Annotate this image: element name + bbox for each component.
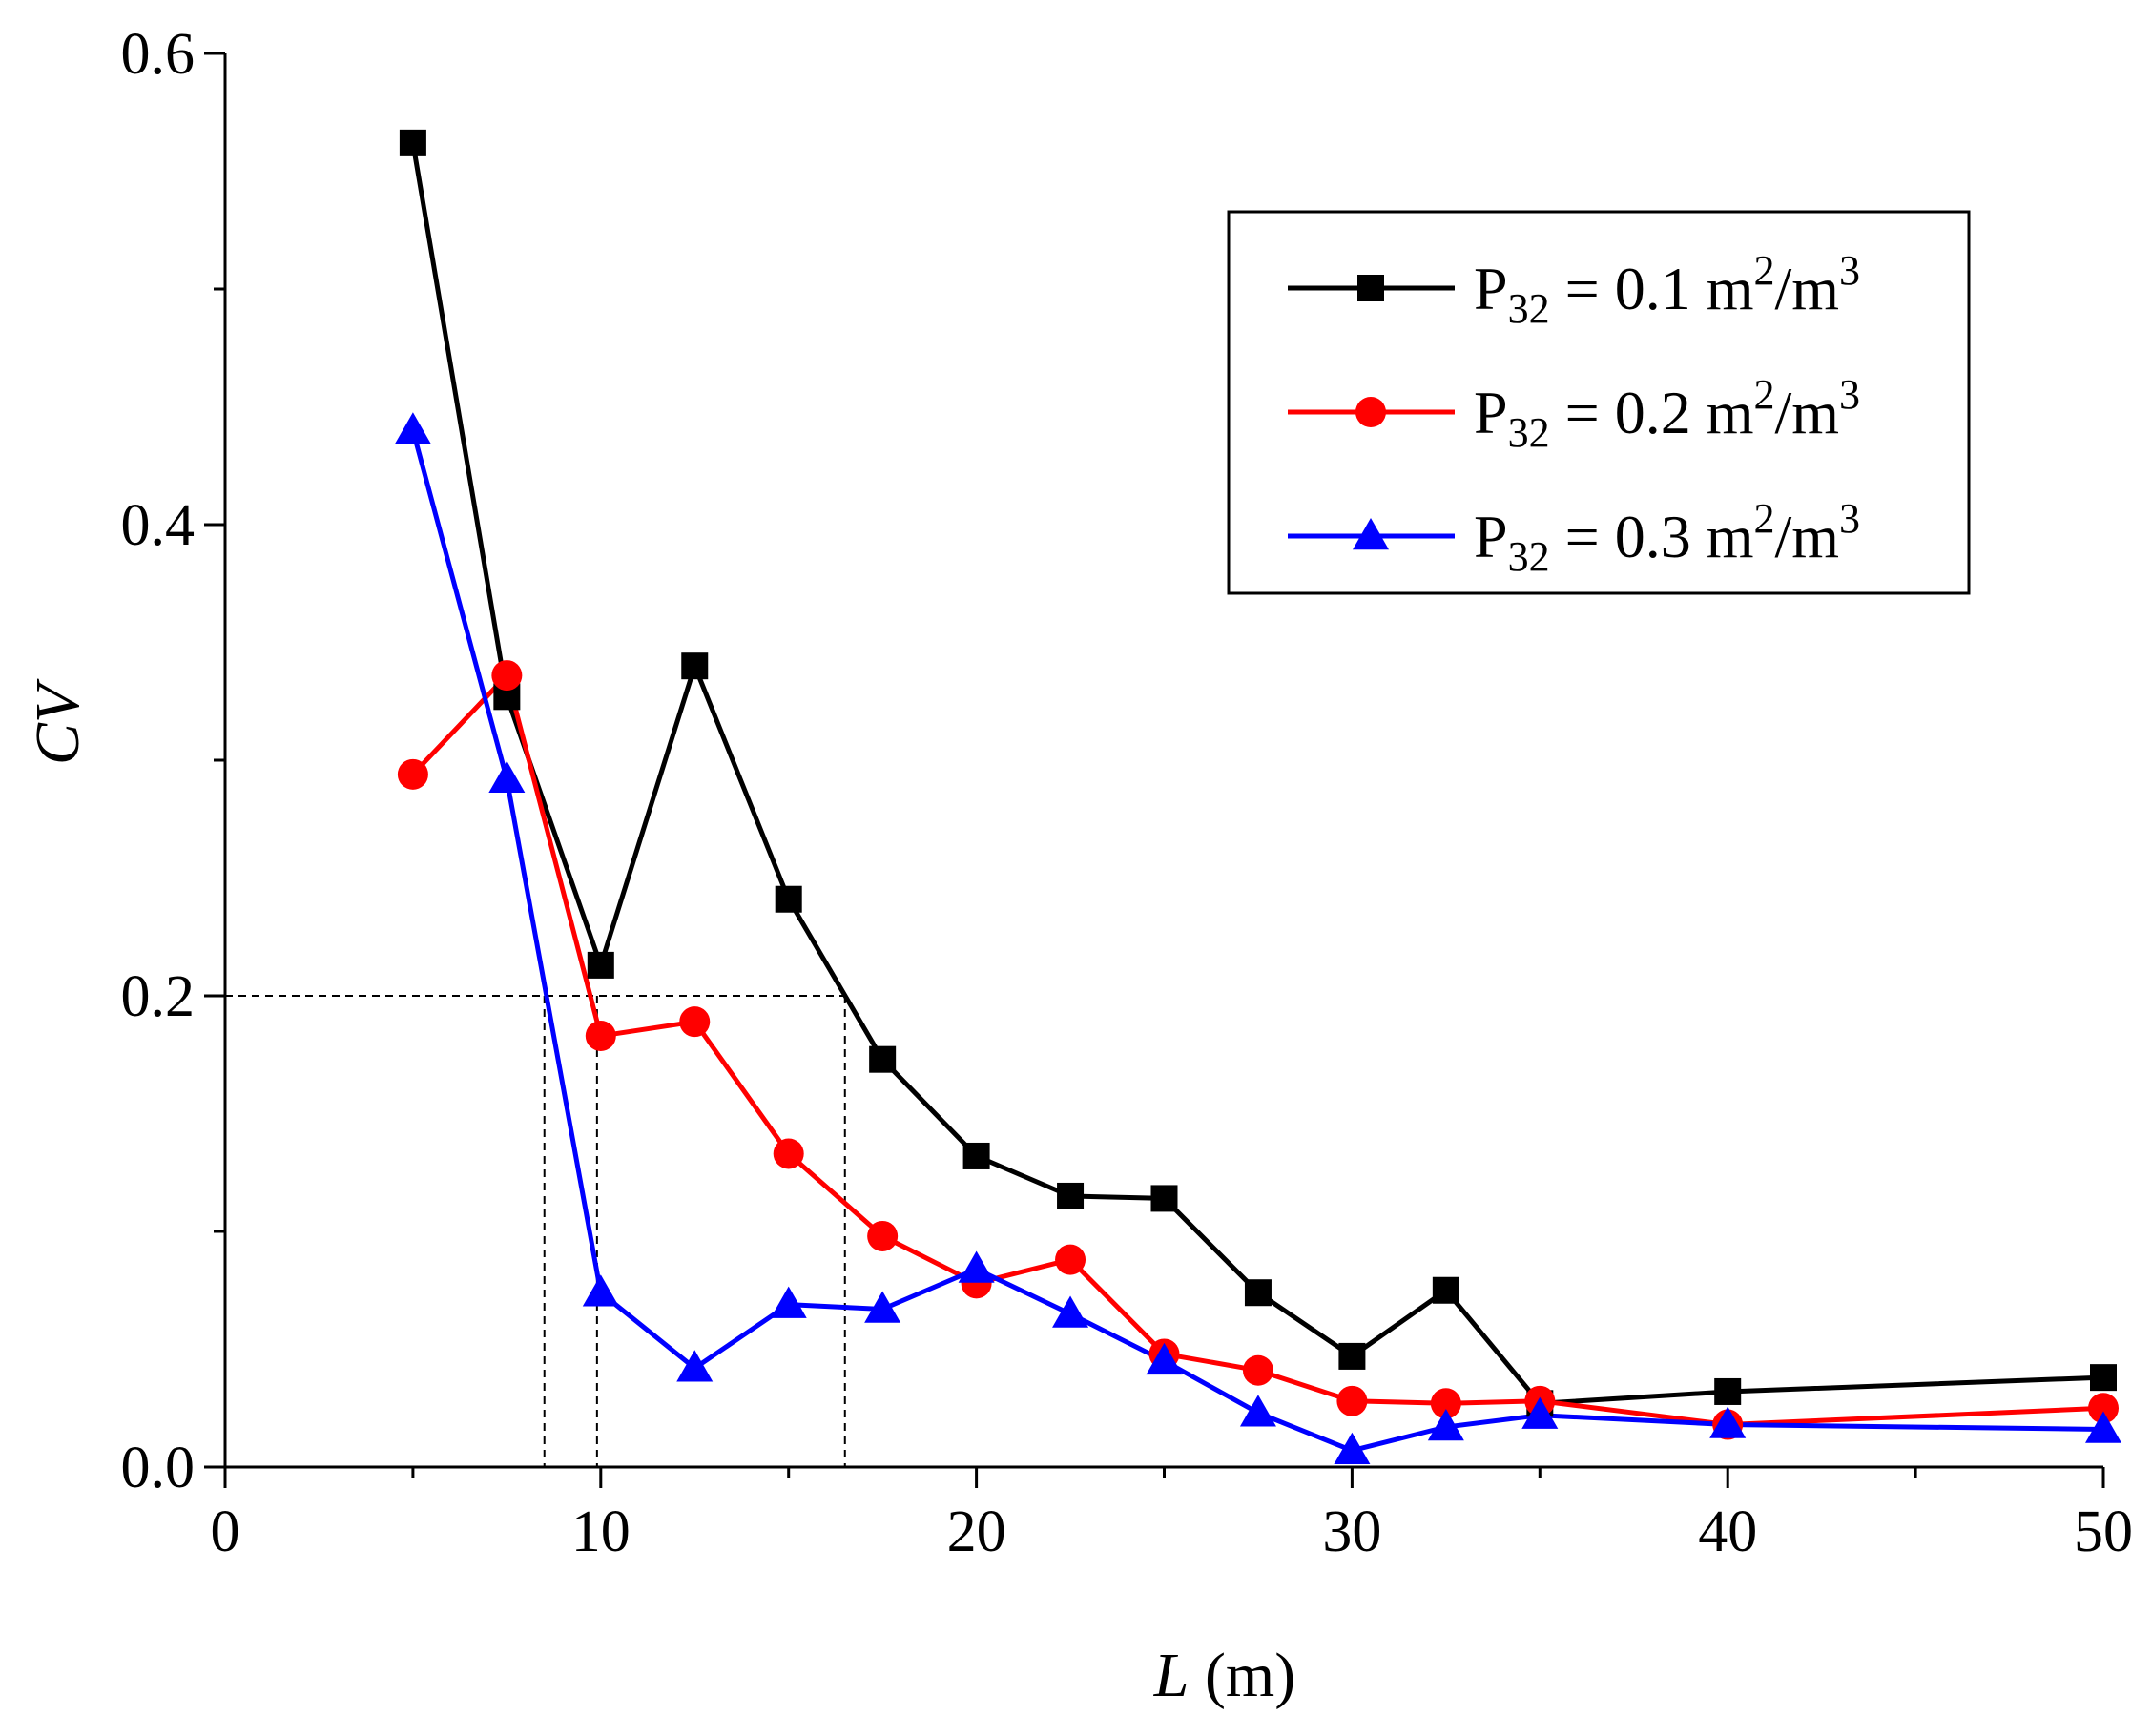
series-3-point (770, 1286, 807, 1318)
axes (204, 52, 2105, 1488)
series-1-point (775, 885, 802, 913)
legend-label-part: 2 (1753, 247, 1774, 294)
series-2-point (397, 758, 428, 790)
x-axis-unit: (m) (1189, 1641, 1295, 1710)
legend-marker-3 (1353, 518, 1389, 550)
series-1-point (1150, 1185, 1178, 1212)
series-2-point (1242, 1354, 1273, 1386)
series-3-point (958, 1250, 995, 1283)
legend-label-part: /m (1774, 503, 1839, 570)
series-3-point (864, 1291, 901, 1323)
x-tick-label: 50 (2074, 1499, 2133, 1564)
legend-label-part: /m (1774, 255, 1839, 322)
legend-marker-1 (1357, 275, 1384, 301)
legend-label-part: P (1474, 255, 1508, 322)
series-1-point (1244, 1279, 1272, 1307)
series-3-point (1427, 1409, 1464, 1441)
series-3-point (1334, 1432, 1371, 1464)
series-3-point (2085, 1411, 2121, 1443)
series-1-point (1338, 1342, 1366, 1370)
legend-marker-2 (1355, 397, 1386, 427)
series-2-point (1336, 1385, 1368, 1416)
reference-lines (225, 995, 846, 1467)
series-2-point (585, 1020, 616, 1051)
legend-label-part: = 0.3 m (1550, 503, 1754, 570)
y-tick-label: 0.6 (121, 22, 196, 87)
series-markers (394, 129, 2121, 1464)
series-3-point (1709, 1406, 1747, 1438)
legend-label-part: 32 (1508, 285, 1550, 332)
series-3-point (394, 412, 431, 444)
legend-label-part: 3 (1839, 371, 1860, 418)
legend-box (1227, 210, 1971, 595)
series-1-point (587, 951, 614, 979)
x-tick-label: 20 (947, 1499, 1006, 1564)
series-3-point (1239, 1395, 1276, 1427)
series-3-point (1052, 1295, 1089, 1328)
series-2-point (1055, 1244, 1086, 1275)
series-3-point (582, 1274, 619, 1307)
series-2-point (2088, 1393, 2119, 1424)
series-2-point (1430, 1388, 1461, 1419)
legend-label-2: P32 = 0.2 m2/m3 (1474, 371, 1860, 456)
series-2-point (679, 1006, 711, 1038)
series-2-point (867, 1220, 899, 1251)
y-tick-label: 0.2 (121, 964, 196, 1029)
series-3-point (1521, 1396, 1559, 1429)
legend-label-part: /m (1774, 379, 1839, 446)
series-1-point (681, 652, 709, 680)
series-1-point (1714, 1377, 1742, 1405)
legend-label-part: 2 (1753, 371, 1774, 418)
series-3-point (676, 1350, 714, 1382)
y-axis-title: CV (23, 678, 93, 765)
y-tick-label: 0.4 (121, 493, 196, 558)
x-tick-label: 0 (211, 1499, 240, 1564)
legend-label-3: P32 = 0.3 m2/m3 (1474, 495, 1860, 580)
legend-label-part: P (1474, 379, 1508, 446)
x-axis-variable: L (1153, 1641, 1190, 1710)
series-3-point (488, 760, 526, 794)
series-line-2 (411, 672, 2104, 1427)
legend-label-part: P (1474, 503, 1508, 570)
x-tick-label: 10 (571, 1499, 631, 1564)
series-1-point (869, 1045, 897, 1073)
y-tick-label: 0.0 (121, 1436, 196, 1500)
legend-label-1: P32 = 0.1 m2/m3 (1474, 247, 1860, 332)
series-3-point (1146, 1342, 1183, 1375)
x-tick-label: 30 (1322, 1499, 1381, 1564)
series-1-point (962, 1142, 990, 1169)
legend-label-part: 3 (1839, 247, 1860, 294)
tick-labels: 0 10 20 30 40 50 0.0 0.2 0.4 0.6 (121, 22, 2134, 1564)
legend-label-part: 3 (1839, 495, 1860, 542)
series-1-point (2090, 1364, 2117, 1392)
legend-label-part: = 0.1 m (1550, 255, 1754, 322)
legend-label-part: 32 (1508, 533, 1550, 580)
x-tick-label: 40 (1698, 1499, 1757, 1564)
series-2-point (773, 1138, 804, 1169)
legend-label-part: 32 (1508, 409, 1550, 456)
series-1-point (1057, 1182, 1085, 1209)
series-1-point (399, 129, 426, 156)
series-2-point (491, 660, 523, 692)
series-1-point (1432, 1276, 1459, 1304)
legend-label-part: = 0.2 m (1550, 379, 1754, 446)
x-axis-title: L (m) (1153, 1641, 1296, 1710)
legend-label-part: 2 (1753, 495, 1774, 542)
